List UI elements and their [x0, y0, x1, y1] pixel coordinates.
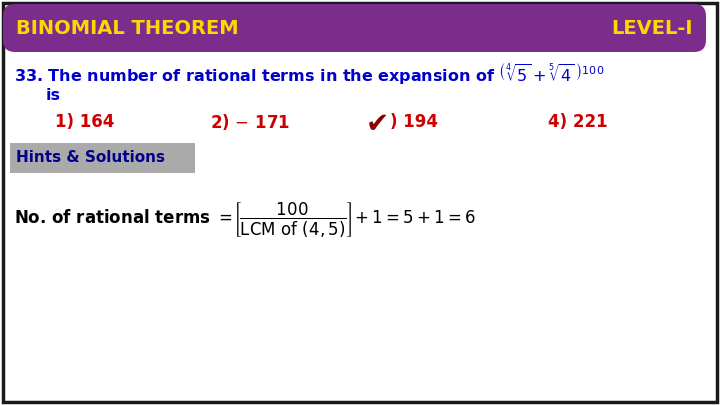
- FancyBboxPatch shape: [3, 3, 717, 402]
- Text: 4) 221: 4) 221: [548, 113, 608, 131]
- Text: 2) $-$ 171: 2) $-$ 171: [210, 112, 290, 132]
- Text: Hints & Solutions: Hints & Solutions: [16, 151, 165, 166]
- Text: ) 194: ) 194: [390, 113, 438, 131]
- Text: LEVEL-I: LEVEL-I: [611, 19, 693, 38]
- Text: 33. The number of rational terms in the expansion of $\left(\sqrt[4]{5}+\sqrt[5]: 33. The number of rational terms in the …: [14, 60, 604, 85]
- Text: ✔: ✔: [366, 110, 390, 138]
- Text: No. of rational terms $=\!\left[\dfrac{100}{\mathrm{LCM\ of\ }(4,5)}\right]\!+1=: No. of rational terms $=\!\left[\dfrac{1…: [14, 200, 476, 239]
- Text: is: is: [46, 87, 61, 102]
- Text: BINOMIAL THEOREM: BINOMIAL THEOREM: [16, 19, 238, 38]
- FancyBboxPatch shape: [3, 4, 706, 52]
- Text: 1) 164: 1) 164: [55, 113, 114, 131]
- FancyBboxPatch shape: [10, 143, 195, 173]
